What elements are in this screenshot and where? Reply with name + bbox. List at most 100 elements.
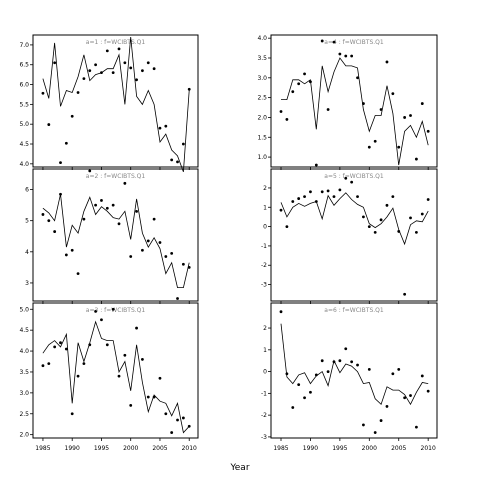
data-point — [158, 241, 162, 244]
data-point — [403, 396, 407, 400]
data-point — [41, 213, 45, 216]
data-point — [111, 203, 115, 207]
data-point — [76, 272, 80, 276]
panel-title: a=1 : f=WCIBTS.Q1 — [86, 39, 146, 46]
y-tick-label: 6.0 — [19, 82, 29, 89]
data-point — [379, 419, 383, 422]
y-tick-label: 7.0 — [19, 42, 29, 49]
data-point — [187, 87, 191, 91]
data-point — [303, 195, 306, 199]
data-point — [152, 67, 156, 71]
data-point — [414, 425, 418, 429]
data-point — [291, 90, 295, 94]
panel-title: a=3 : f=WCIBTS.Q1 — [86, 307, 146, 314]
data-point — [176, 297, 179, 300]
data-point — [123, 61, 127, 65]
y-tick-label: 4 — [25, 249, 29, 256]
data-point — [105, 343, 109, 347]
y-tick-label: 2.0 — [257, 114, 267, 121]
panel-frame — [32, 34, 199, 168]
data-point — [420, 374, 424, 378]
data-point — [181, 142, 185, 146]
data-point — [94, 309, 98, 313]
data-point — [164, 255, 168, 258]
data-point — [164, 124, 168, 128]
data-point — [356, 195, 359, 199]
data-point — [320, 359, 324, 363]
x-tick-label: 1995 — [332, 445, 347, 452]
x-axis-label: Year — [229, 463, 249, 473]
data-point — [47, 219, 51, 223]
data-point — [279, 208, 283, 212]
data-point — [82, 77, 86, 81]
data-point — [356, 76, 359, 80]
data-point — [76, 374, 80, 378]
data-point — [105, 206, 109, 210]
y-tick-label: 6.5 — [19, 62, 29, 69]
data-point — [320, 190, 324, 194]
panel-4: -3 -2 -1 0 1 2 a=5 : f=WCIBTS.Q1 — [261, 168, 438, 304]
data-point — [344, 347, 348, 351]
data-point — [105, 49, 109, 53]
data-point — [391, 372, 395, 376]
data-point — [314, 200, 318, 203]
panel-frame — [270, 168, 438, 302]
data-point — [59, 341, 62, 345]
data-point — [297, 197, 301, 200]
panel-6: -3 -2 -1 0 1 2 a=6 : f=WCIBTS.Q1 — [261, 302, 438, 441]
data-point — [129, 255, 133, 258]
y-tick-label: 5.0 — [19, 306, 29, 313]
data-point — [111, 307, 115, 311]
data-point — [326, 189, 330, 193]
y-tick-label: 2 — [263, 325, 267, 332]
y-tick-label: -2 — [261, 412, 267, 419]
data-point — [94, 63, 98, 67]
data-point — [409, 114, 412, 117]
data-point — [146, 61, 150, 65]
data-point — [88, 69, 92, 73]
data-point — [70, 248, 74, 252]
data-point — [350, 180, 354, 184]
data-point — [291, 406, 295, 409]
data-point — [350, 54, 354, 58]
y-tick-label: 5 — [25, 218, 29, 225]
data-point — [332, 360, 336, 364]
panel-5: 2.0 2.5 3.0 3.5 4.0 4.5 5.0 a=3 : f=WCIBTS.Q1 — [19, 302, 199, 441]
x-tick-label: 1990 — [65, 445, 80, 452]
data-point — [367, 225, 371, 228]
data-point — [373, 431, 377, 434]
y-tick-label: 2.0 — [19, 432, 29, 439]
data-point — [391, 195, 395, 199]
y-tick-label: 4.5 — [19, 141, 29, 148]
data-point — [367, 145, 371, 149]
y-tick-label: 2.5 — [19, 411, 29, 418]
data-point — [117, 222, 121, 226]
data-point — [100, 71, 103, 75]
panels-group: 4.0 4.5 5.0 5.5 6.0 6.5 7.0 a=1 : f=WCIBTS.Q1 1.… — [19, 34, 438, 441]
data-point — [426, 389, 430, 393]
panel-frame — [270, 34, 438, 168]
data-point — [373, 139, 377, 143]
y-tick-label: 1 — [263, 204, 267, 211]
data-point — [291, 200, 295, 203]
data-point — [397, 145, 401, 149]
data-point — [332, 195, 336, 199]
data-point — [420, 102, 424, 105]
data-point — [59, 192, 62, 196]
data-point — [70, 412, 74, 416]
data-point — [181, 416, 185, 420]
y-tick-label: 1.0 — [257, 154, 267, 161]
data-point — [320, 39, 324, 43]
y-tick-label: 3 — [25, 280, 29, 287]
data-point — [129, 66, 133, 70]
data-point — [135, 209, 138, 213]
data-point — [350, 360, 354, 364]
data-point — [88, 343, 92, 347]
y-tick-label: 3.0 — [19, 390, 29, 397]
fitted-line — [42, 320, 190, 434]
data-point — [309, 190, 312, 194]
data-point — [141, 248, 144, 252]
fitted-line — [280, 192, 429, 246]
y-tick-label: -3 — [261, 434, 267, 441]
